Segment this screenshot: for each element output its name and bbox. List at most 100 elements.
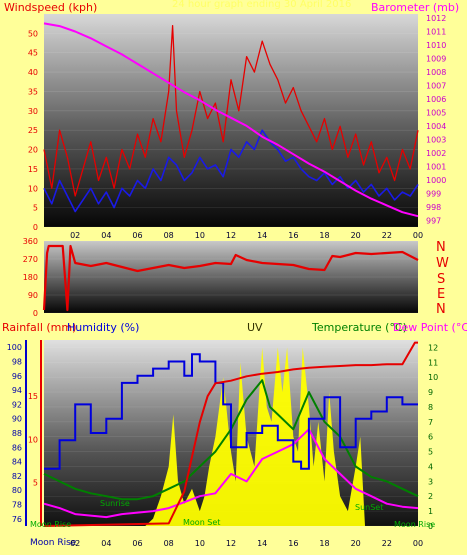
humidity-tick-label: 76	[12, 515, 22, 524]
temperature-tick-label: 7	[428, 418, 433, 427]
x-tick-label: 10	[195, 231, 205, 240]
humidity-tick-label: 80	[12, 486, 22, 495]
temperature-tick-label: 10	[428, 373, 438, 382]
windspeed-tick-label: 50	[28, 29, 38, 38]
barometer-tick-label: 1001	[426, 162, 446, 171]
temperature-tick-label: 11	[428, 358, 438, 367]
humidity-tick-label: 96	[12, 372, 22, 381]
dewpoint-axis-title: Dew Point (°C)	[393, 321, 467, 334]
humidity-tick-label: 94	[12, 386, 22, 395]
humidity-tick-label: 92	[12, 400, 22, 409]
windspeed-tick-label: 40	[28, 68, 38, 77]
x-tick-label: 02	[70, 231, 80, 240]
barometer-tick-label: 1012	[426, 14, 446, 23]
rainfall-tick-label: 5	[33, 479, 38, 488]
x-tick-label: 02	[70, 539, 80, 548]
temperature-tick-label: 4	[428, 462, 433, 471]
wind-plot-area	[44, 14, 418, 227]
humidity-tick-label: 78	[12, 501, 22, 510]
compass-label: E	[437, 287, 446, 302]
x-tick-label: 18	[319, 231, 329, 240]
temperature-tick-label: 9	[428, 388, 433, 397]
series-humidity	[44, 353, 418, 470]
barometer-tick-label: 1007	[426, 81, 446, 90]
direction-tick-label: 0	[33, 309, 38, 318]
x-tick-label: 20	[351, 231, 361, 240]
barometer-axis-title: Barometer (mb)	[371, 1, 460, 14]
moon-rise-bottom-label: Moon Rise	[30, 538, 77, 548]
humidity-tick-label: 98	[12, 357, 22, 366]
humidity-tick-label: 100	[7, 343, 22, 352]
windspeed-tick-label: 30	[28, 107, 38, 116]
temperature-tick-label: 3	[428, 477, 433, 486]
barometer-tick-label: 1006	[426, 95, 446, 104]
direction-tick-label: 270	[23, 255, 38, 264]
temperature-tick-label: 5	[428, 448, 433, 457]
x-tick-label: 00	[413, 539, 423, 548]
series-dew-point	[43, 428, 419, 519]
barometer-tick-label: 1002	[426, 149, 446, 158]
x-tick-label: 06	[132, 539, 142, 548]
temperature-tick-label: 2	[428, 492, 433, 501]
x-tick-label: 16	[288, 231, 298, 240]
barometer-tick-label: 997	[426, 216, 441, 225]
windspeed-tick-label: 5	[33, 204, 38, 213]
barometer-tick-label: 998	[426, 203, 441, 212]
rainfall-axis-title: Rainfall (mm)	[2, 321, 77, 334]
temperature-axis-title: Temperature (°C)	[312, 321, 407, 334]
compass-label: N	[436, 240, 446, 255]
moon-rise-right-label: Moon Rise	[394, 520, 435, 529]
compass-label: S	[437, 272, 446, 287]
series-barometer	[43, 22, 419, 218]
x-tick-label: 00	[413, 231, 423, 240]
compass-label: W	[436, 256, 449, 271]
x-tick-label: 10	[195, 539, 205, 548]
x-tick-label: 12	[226, 539, 236, 548]
x-tick-label: 12	[226, 231, 236, 240]
barometer-tick-label: 1011	[426, 28, 446, 37]
x-tick-label: 04	[101, 539, 111, 548]
humidity-tick-label: 86	[12, 443, 22, 452]
windspeed-tick-label: 25	[28, 126, 38, 135]
direction-tick-label: 360	[23, 237, 38, 246]
rainfall-tick-label: 15	[28, 392, 38, 401]
barometer-tick-label: 1010	[426, 41, 446, 50]
x-tick-label: 04	[101, 231, 111, 240]
sunrise-label: Sunrise	[100, 499, 130, 508]
windspeed-axis-title: Windspeed (kph)	[4, 1, 98, 14]
x-tick-label: 08	[164, 231, 174, 240]
windspeed-tick-label: 15	[28, 165, 38, 174]
rainfall-tick-label: 10	[28, 435, 38, 444]
x-tick-label: 06	[132, 231, 142, 240]
x-tick-label: 14	[257, 539, 267, 548]
temperature-tick-label: 12	[428, 343, 438, 352]
humidity-tick-label: 90	[12, 415, 22, 424]
x-tick-label: 16	[288, 539, 298, 548]
sunset-label: SunSet	[355, 503, 383, 512]
barometer-tick-label: 1008	[426, 68, 446, 77]
moon-rise-label: Moon Rise	[30, 520, 71, 529]
series-windspeed	[43, 24, 419, 197]
barometer-tick-label: 1003	[426, 135, 446, 144]
windspeed-tick-label: 20	[28, 146, 38, 155]
chart-title: 24 hour graph ending 30 April 2016	[172, 0, 352, 10]
direction-tick-label: 180	[23, 273, 38, 282]
series-uv	[145, 347, 365, 526]
x-tick-label: 18	[319, 539, 329, 548]
temperature-tick-label: 0	[428, 522, 433, 531]
temperature-tick-label: 8	[428, 403, 433, 412]
x-tick-label: 20	[351, 539, 361, 548]
barometer-tick-label: 1005	[426, 108, 446, 117]
series-wind-direction	[42, 244, 419, 312]
compass-label: N	[436, 302, 446, 317]
barometer-tick-label: 1000	[426, 176, 446, 185]
barometer-tick-label: 1004	[426, 122, 446, 131]
uv-axis-title: UV	[247, 321, 263, 334]
series-wind-average	[43, 129, 419, 213]
humidity-tick-label: 82	[12, 472, 22, 481]
barometer-tick-label: 1009	[426, 54, 446, 63]
humidity-axis-title: Humidity (%)	[67, 321, 140, 334]
temperature-tick-label: 1	[428, 507, 433, 516]
x-tick-label: 22	[382, 539, 392, 548]
